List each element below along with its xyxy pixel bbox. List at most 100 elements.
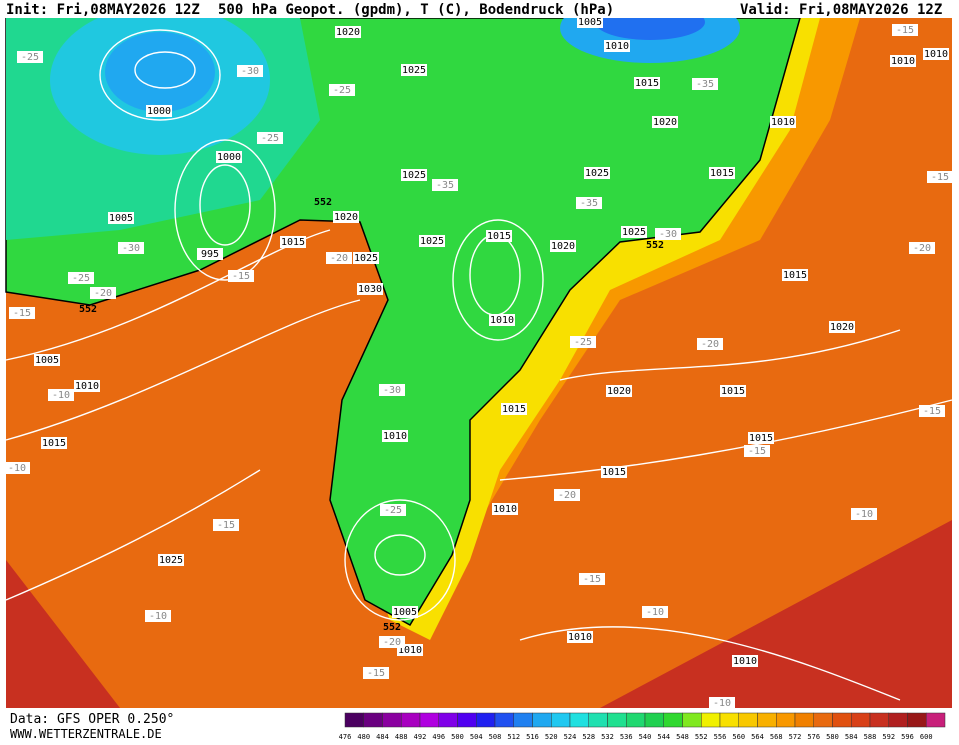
pressure-label-box [621,226,647,238]
colorbar-swatch [513,712,533,728]
init-time: Init: Fri,08MAY2026 12Z [6,2,200,18]
temperature-label: -15 [367,668,385,679]
pressure-label: 1015 [602,467,626,478]
colorbar-swatch [869,712,889,728]
temperature-label: -30 [383,385,401,396]
temperature-label-box [927,171,953,183]
temperature-label-box [642,606,668,618]
temperature-label: -30 [241,66,259,77]
colorbar-label: 588 [864,733,877,741]
colorbar-swatch [701,712,721,728]
colorbar-label: 488 [395,733,408,741]
colorbar-label: 476 [339,733,352,741]
pressure-label: 1020 [830,322,854,333]
geopotential-label: 552 [79,304,97,315]
colorbar-label: 492 [414,733,427,741]
temperature-label-box [380,504,406,516]
colorbar-label: 508 [489,733,502,741]
temperature-label-box [692,78,718,90]
temperature-label-box [576,197,602,209]
pressure-label-box [333,211,359,223]
colorbar-label: 536 [620,733,633,741]
map-labels: 1020 1005 1010 1015 1020 1010 1010 1010 1000 1000… [4,16,953,709]
pressure-label-box [489,314,515,326]
colorbar-swatch [476,712,496,728]
pressure-label: 1020 [607,386,631,397]
temperature-label-box [90,287,116,299]
temperature-label: -10 [8,463,26,474]
temperature-label: -30 [122,243,140,254]
pressure-label: 1025 [622,227,646,238]
colorbar-swatch [813,712,833,728]
colorbar-swatch [569,712,589,728]
pressure-label: 1005 [578,17,602,28]
pressure-label-box [392,606,418,618]
temperature-label: -25 [261,133,279,144]
temperature-label-box [145,610,171,622]
temperature-label: -20 [383,637,401,648]
data-source: Data: GFS OPER 0.250° [10,712,174,727]
temperature-label: -35 [696,79,714,90]
pressure-label: 1020 [653,117,677,128]
colorbar-label: 524 [564,733,577,741]
pressure-label-box [146,105,172,117]
colorbar-swatch [794,712,814,728]
colorbar: 476 480 484 488 492 496 500 504 508 512 516 520 524 5… [339,712,946,741]
colorbar-swatch [401,712,421,728]
pressure-label-box [34,354,60,366]
geopotential-label: 552 [314,197,332,208]
colorbar-swatch [738,712,758,728]
temperature-label: -25 [574,337,592,348]
pressure-label-box [382,430,408,442]
colorbar-swatch [419,712,439,728]
temperature-label-box [379,636,405,648]
pressure-label-box [732,655,758,667]
colorbar-label: 564 [751,733,764,741]
colorbar-swatch [888,712,908,728]
temperature-label-box [9,307,35,319]
temperature-label-box [579,573,605,585]
pressure-label: 1025 [402,65,426,76]
pressure-label-box [74,380,100,392]
temperature-label: -15 [896,25,914,36]
pressure-label: 1020 [336,27,360,38]
pressure-label: 1015 [281,237,305,248]
pressure-label: 1010 [493,504,517,515]
pressure-label: 1020 [334,212,358,223]
colorbar-label: 580 [826,733,839,741]
temperature-label: -10 [52,390,70,401]
colorbar-label: 560 [732,733,745,741]
colorbar-label: 548 [676,733,689,741]
geopotential-label: 552 [646,240,664,251]
temperature-label: -25 [333,85,351,96]
temperature-label-box [4,462,30,474]
temperature-label: -35 [436,180,454,191]
colorbar-label: 496 [432,733,445,741]
temperature-label: -35 [580,198,598,209]
pressure-label-box [720,385,746,397]
pressure-label: 1010 [891,56,915,67]
colorbar-swatch [757,712,777,728]
colorbar-swatch [832,712,852,728]
pressure-label-box [604,40,630,52]
temperature-label-box [697,338,723,350]
pressure-label: 1025 [159,555,183,566]
temperature-label: -15 [217,520,235,531]
website: WWW.WETTERZENTRALE.DE [10,727,162,741]
temperature-label-box [709,697,735,709]
temperature-label: -15 [13,308,31,319]
pressure-label-box [550,240,576,252]
pressure-label: 1015 [487,231,511,242]
temperature-label-box [919,405,945,417]
pressure-label-box [353,252,379,264]
colorbar-swatch [457,712,477,728]
temperature-label-box [379,384,405,396]
colorbar-swatch [532,712,552,728]
pressure-label-box [280,236,306,248]
colorbar-label: 480 [357,733,370,741]
temperature-label-box [213,519,239,531]
temperature-label-box [363,667,389,679]
colorbar-label: 600 [920,733,933,741]
valid-time: Valid: Fri,08MAY2026 12Z [740,2,942,18]
